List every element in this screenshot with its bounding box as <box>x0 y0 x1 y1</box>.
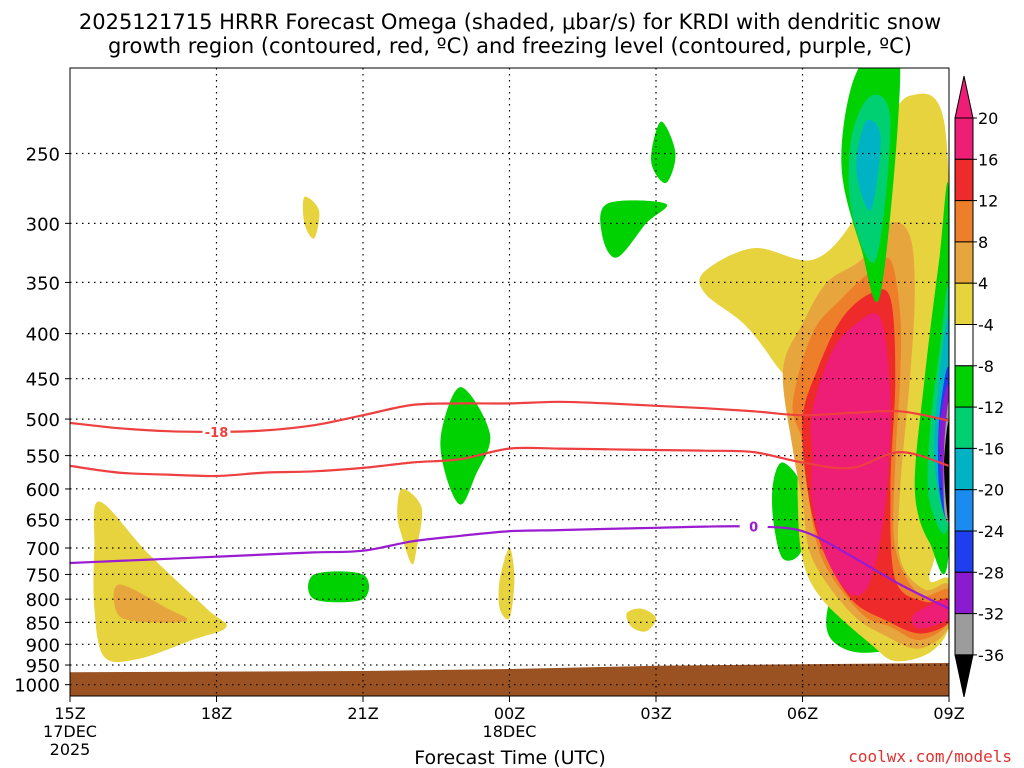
colorbar-bin-0 <box>954 117 974 160</box>
y-tick-label-600: 600 <box>26 480 60 501</box>
y-tick-label-400: 400 <box>26 325 60 346</box>
omega-region-5 <box>626 608 657 632</box>
x-tick-date-15Z: 17DEC <box>43 722 97 741</box>
colorbar-label-0: 20 <box>978 109 998 128</box>
colorbar-bin-9 <box>954 489 974 532</box>
omega-region-2 <box>302 196 320 239</box>
y-tick-label-850: 850 <box>26 613 60 634</box>
y-tick-label-300: 300 <box>26 214 60 235</box>
omega-region-0 <box>93 501 227 663</box>
x-tick-label-00Z: 00Z <box>494 704 525 723</box>
colorbar-label-8: -16 <box>978 439 1004 458</box>
y-tick-label-700: 700 <box>26 539 60 560</box>
colorbar-bin-8 <box>954 447 974 491</box>
omega-region-20 <box>856 119 881 211</box>
x-tick-label-18Z: 18Z <box>201 704 232 723</box>
colorbar-bin-2 <box>954 200 974 243</box>
chart-title-line2: growth region (contoured, red, ºC) and f… <box>108 34 912 58</box>
y-tick-label-450: 450 <box>26 370 60 391</box>
y-tick-label-650: 650 <box>26 511 60 532</box>
omega-region-8 <box>600 200 668 258</box>
colorbar-label-1: 16 <box>978 150 998 169</box>
omega-region-10 <box>772 462 805 561</box>
chart-title-line1: 2025121715 HRRR Forecast Omega (shaded, … <box>79 10 941 34</box>
y-tick-label-950: 950 <box>26 656 60 677</box>
omega-region-6 <box>308 571 370 603</box>
colorbar-bin-4 <box>954 282 974 326</box>
x-tick-label-21Z: 21Z <box>347 704 378 723</box>
colorbar-label-9: -20 <box>978 481 1004 500</box>
omega-region-16 <box>810 313 891 596</box>
colorbar-label-6: -8 <box>978 357 994 376</box>
omega-region-7 <box>440 387 491 505</box>
grid <box>70 68 949 696</box>
y-tick-label-350: 350 <box>26 273 60 294</box>
colorbar-bin-1 <box>954 158 974 202</box>
ground-terrain <box>70 663 949 696</box>
y-tick-label-250: 250 <box>26 144 60 165</box>
omega-region-27 <box>944 421 949 521</box>
x-tick-date-00Z: 18DEC <box>483 722 537 741</box>
y-tick-label-1000: 1000 <box>14 676 60 697</box>
x-tick-label-09Z: 09Z <box>933 704 964 723</box>
dgz-contour-0-label-bg <box>202 423 231 440</box>
y-tick-label-500: 500 <box>26 410 60 431</box>
freezing-level-contour <box>70 525 949 610</box>
y-tick-label-550: 550 <box>26 447 60 468</box>
x-axis-title: Forecast Time (UTC) <box>414 747 605 768</box>
contour-layer: -18 0 <box>70 400 949 610</box>
x-tick-label-15Z: 15Z <box>54 704 85 723</box>
colorbar-bin-10 <box>954 530 974 573</box>
plot-area <box>70 68 949 696</box>
y-tick-label-900: 900 <box>26 635 60 656</box>
colorbar-label-12: -32 <box>978 605 1004 624</box>
colorbar-label-2: 12 <box>978 192 998 211</box>
colorbar-bin-12 <box>954 613 974 656</box>
x-tick-label-06Z: 06Z <box>787 704 818 723</box>
colorbar-bin-6 <box>954 365 974 408</box>
colorbar-label-4: 4 <box>978 274 988 293</box>
omega-region-1 <box>113 584 188 623</box>
x-tick-year-15Z: 2025 <box>50 740 91 759</box>
colorbar-label-11: -28 <box>978 563 1004 582</box>
colorbar-label-13: -36 <box>978 646 1004 665</box>
colorbar-bin-7 <box>954 406 974 449</box>
colorbar-label-10: -24 <box>978 522 1004 541</box>
colorbar-bottom-triangle <box>954 654 974 698</box>
x-tick-label-03Z: 03Z <box>640 704 671 723</box>
colorbar-bin-5 <box>954 324 974 367</box>
omega-region-3 <box>397 488 423 565</box>
colorbar-label-3: 8 <box>978 233 988 252</box>
colorbar-bin-3 <box>954 241 974 284</box>
omega-region-17 <box>911 599 949 629</box>
freezing-level-contour-label: 0 <box>749 521 758 536</box>
dgz-contour-0-label: -18 <box>205 426 229 441</box>
freezing-level-contour-label-bg <box>739 518 768 535</box>
colorbar-label-5: -4 <box>978 316 994 335</box>
y-axis: 2503003504004505005506006507007508008509… <box>14 144 70 697</box>
dgz-contour-1 <box>70 446 949 478</box>
omega-region-4 <box>498 548 515 620</box>
colorbar-top-triangle <box>954 75 974 119</box>
omega-region-9 <box>651 121 676 184</box>
y-tick-label-750: 750 <box>26 565 60 586</box>
colorbar-bin-11 <box>954 571 974 615</box>
y-tick-label-800: 800 <box>26 590 60 611</box>
colorbar-label-7: -12 <box>978 398 1004 417</box>
colorbar: 20 16 12 8 4 -4 -8 -12 -16 -20 -24 -28 -32 -36 <box>954 75 1004 698</box>
credit-text: coolwx.com/models <box>848 747 1012 766</box>
